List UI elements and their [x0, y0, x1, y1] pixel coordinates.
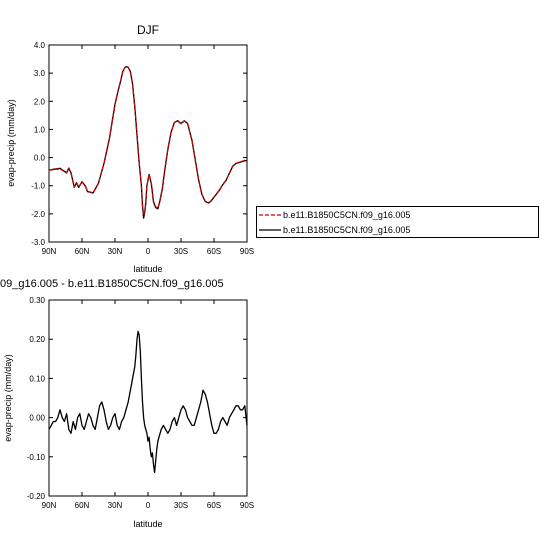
- top-chart: DJF -3.0 -2.0 -1.0 0.0 1.0 2.0 3.0 4.0 90N 60N 30…: [6, 23, 254, 274]
- y-tick-label: -0.20: [27, 492, 46, 501]
- bottom-chart-title: 09_g16.005 - b.e11.B1850C5CN.f09_g16.005: [0, 278, 224, 290]
- top-series-lines: [48, 66, 247, 219]
- legend-item-1: b.e11.B1850C5CN.f09_g16.005: [257, 223, 538, 237]
- x-tick-label: 60N: [75, 501, 90, 510]
- bottom-plot-frame: [48, 299, 248, 497]
- bottom-x-ticks: 90N 60N 30N 0 30S 60S 90S: [42, 300, 254, 510]
- y-tick-label: 0.00: [29, 414, 45, 423]
- x-tick-label: 60N: [75, 247, 90, 256]
- top-chart-title: DJF: [137, 23, 159, 37]
- y-tick-label: 3.0: [34, 69, 46, 78]
- bottom-x-axis-label: latitude: [133, 519, 162, 529]
- legend-swatch-0: [259, 214, 281, 216]
- legend-item-0: b.e11.B1850C5CN.f09_g16.005: [257, 208, 538, 222]
- bottom-chart: 09_g16.005 - b.e11.B1850C5CN.f09_g16.005…: [0, 278, 254, 529]
- top-plot-frame: [48, 44, 248, 243]
- top-x-axis-label: latitude: [133, 264, 162, 274]
- x-tick-label: 90N: [42, 247, 57, 256]
- y-tick-label: -1.0: [31, 182, 45, 191]
- legend-label-1: b.e11.B1850C5CN.f09_g16.005: [283, 225, 411, 235]
- top-x-ticks: 90N 60N 30N 0 30S 60S 90S: [42, 45, 254, 256]
- x-tick-label: 90S: [240, 501, 254, 510]
- series-line-1: [48, 66, 247, 219]
- y-tick-label: 0.20: [29, 335, 45, 344]
- y-tick-label: -0.10: [27, 453, 46, 462]
- x-tick-label: 30S: [174, 247, 188, 256]
- y-tick-label: 4.0: [34, 41, 46, 50]
- y-tick-label: 0.0: [34, 154, 46, 163]
- bottom-y-axis-label: evap-precip (mm/day): [3, 354, 13, 442]
- x-tick-label: 90S: [240, 247, 254, 256]
- x-tick-label: 90N: [42, 501, 57, 510]
- top-y-axis-label: evap-precip (mm/day): [6, 99, 16, 187]
- legend: b.e11.B1850C5CN.f09_g16.005 b.e11.B1850C…: [256, 206, 539, 238]
- x-tick-label: 0: [146, 247, 151, 256]
- y-tick-label: 0.10: [29, 374, 45, 383]
- y-tick-label: -2.0: [31, 210, 45, 219]
- y-tick-label: -3.0: [31, 238, 45, 247]
- x-tick-label: 0: [146, 501, 151, 510]
- legend-swatch-1: [259, 229, 281, 231]
- x-tick-label: 60S: [207, 247, 221, 256]
- y-tick-label: 2.0: [34, 97, 46, 106]
- top-y-ticks: -3.0 -2.0 -1.0 0.0 1.0 2.0 3.0 4.0: [31, 41, 247, 247]
- legend-label-0: b.e11.B1850C5CN.f09_g16.005: [283, 210, 411, 220]
- bottom-series-lines: [48, 330, 248, 474]
- x-tick-label: 30N: [108, 501, 123, 510]
- x-tick-label: 30N: [108, 247, 123, 256]
- bottom-y-ticks: -0.20 -0.10 0.00 0.10 0.20 0.30: [27, 296, 247, 501]
- series-line-0: [48, 66, 247, 216]
- y-tick-label: 0.30: [29, 296, 45, 305]
- x-tick-label: 30S: [174, 501, 188, 510]
- y-tick-label: 1.0: [34, 125, 46, 134]
- series-line-0: [48, 330, 248, 474]
- x-tick-label: 60S: [207, 501, 221, 510]
